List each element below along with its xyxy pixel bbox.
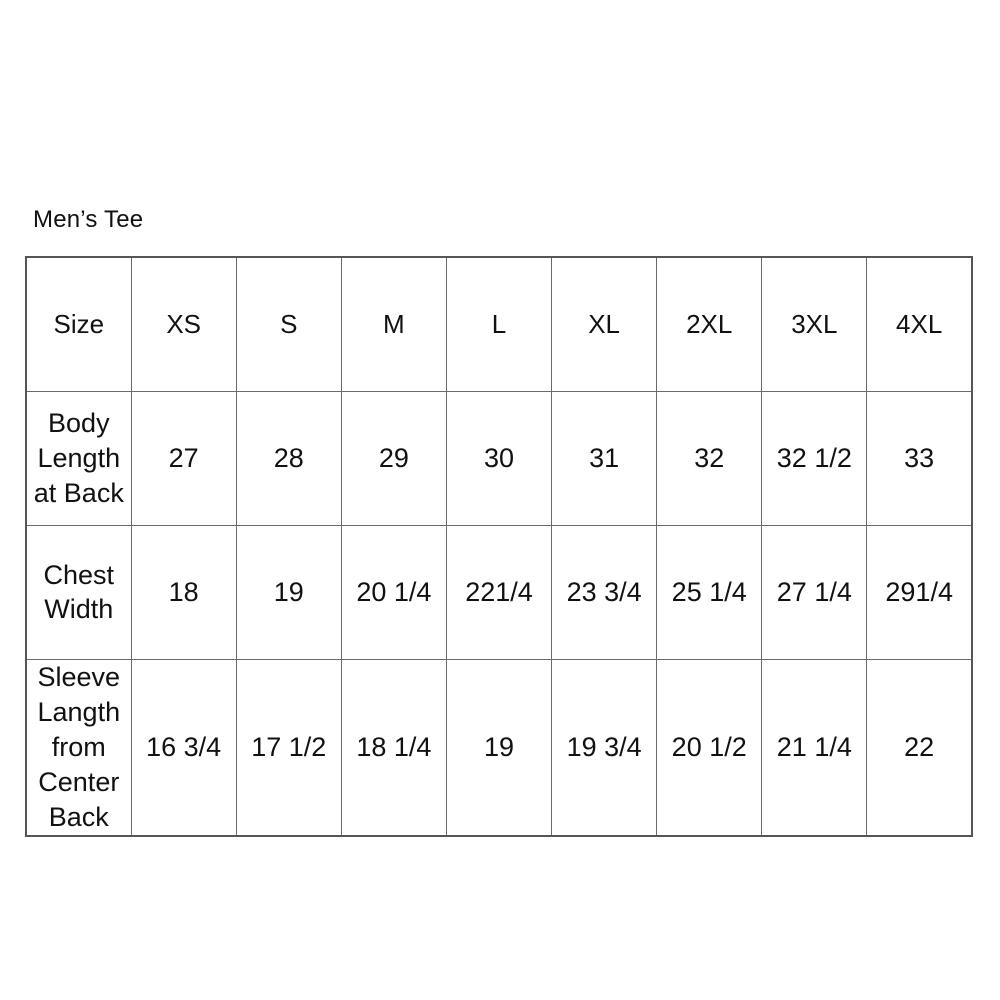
table-row-sleeve-length: Sleeve Langth from Center Back 16 3/4 17… — [25, 659, 973, 837]
header-cell-l: L — [445, 256, 553, 392]
header-cell-2xl: 2XL — [656, 256, 763, 392]
header-cell-s: S — [235, 256, 342, 392]
header-cell-xs: XS — [130, 256, 237, 392]
data-cell-chest-width-3xl: 27 1/4 — [761, 525, 868, 660]
header-cell-4xl: 4XL — [866, 256, 973, 392]
data-cell-chest-width-xs: 18 — [130, 525, 237, 660]
data-cell-chest-width-m: 20 1/4 — [340, 525, 447, 660]
data-cell-body-length-xl: 31 — [551, 391, 658, 526]
data-cell-sleeve-length-3xl: 21 1/4 — [761, 659, 868, 837]
row-label-body-length: Body Length at Back — [25, 391, 132, 526]
data-cell-body-length-s: 28 — [235, 391, 342, 526]
data-cell-sleeve-length-m: 18 1/4 — [340, 659, 447, 837]
data-cell-body-length-m: 29 — [340, 391, 447, 526]
data-cell-sleeve-length-4xl: 22 — [866, 659, 973, 837]
data-cell-chest-width-4xl: 291/4 — [866, 525, 973, 660]
page-title: Men’s Tee — [33, 206, 144, 233]
data-cell-chest-width-2xl: 25 1/4 — [656, 525, 763, 660]
data-cell-body-length-xs: 27 — [130, 391, 237, 526]
table-row-body-length: Body Length at Back 27 28 29 30 31 32 32… — [25, 391, 973, 526]
size-chart-table: Size XS S M L XL 2XL 3XL 4XL Body Length… — [25, 256, 973, 838]
header-cell-size: Size — [25, 256, 132, 392]
data-cell-sleeve-length-xs: 16 3/4 — [130, 659, 237, 837]
data-cell-sleeve-length-xl: 19 3/4 — [551, 659, 658, 837]
data-cell-body-length-3xl: 32 1/2 — [761, 391, 868, 526]
data-cell-chest-width-xl: 23 3/4 — [551, 525, 658, 660]
data-cell-sleeve-length-l: 19 — [445, 659, 553, 837]
data-cell-sleeve-length-2xl: 20 1/2 — [656, 659, 763, 837]
row-label-chest-width: Chest Width — [25, 525, 132, 660]
header-cell-xl: XL — [551, 256, 658, 392]
data-cell-sleeve-length-s: 17 1/2 — [235, 659, 342, 837]
data-cell-chest-width-l: 221/4 — [445, 525, 553, 660]
header-row: Size XS S M L XL 2XL 3XL 4XL — [25, 256, 973, 392]
data-cell-chest-width-s: 19 — [235, 525, 342, 660]
table-row-chest-width: Chest Width 18 19 20 1/4 221/4 23 3/4 25… — [25, 525, 973, 660]
header-cell-m: M — [340, 256, 447, 392]
data-cell-body-length-4xl: 33 — [866, 391, 973, 526]
data-cell-body-length-l: 30 — [445, 391, 553, 526]
header-cell-3xl: 3XL — [761, 256, 868, 392]
row-label-sleeve-length: Sleeve Langth from Center Back — [25, 659, 132, 837]
data-cell-body-length-2xl: 32 — [656, 391, 763, 526]
